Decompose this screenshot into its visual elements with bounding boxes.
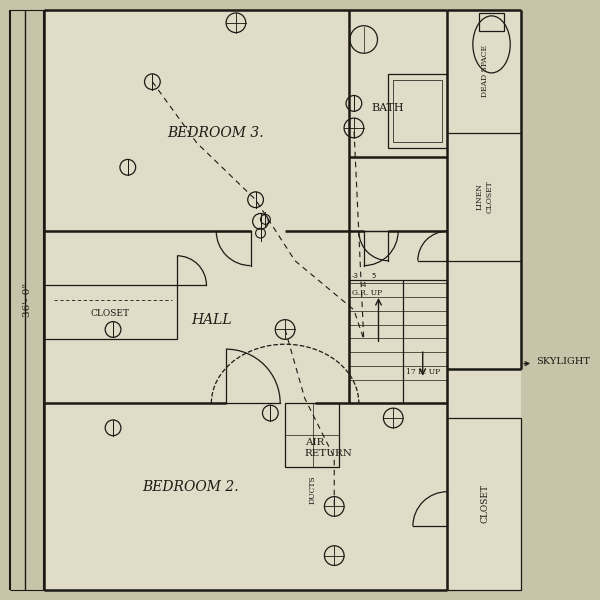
- Text: SKYLIGHT: SKYLIGHT: [524, 357, 590, 366]
- Text: CLOSET: CLOSET: [480, 484, 489, 523]
- Text: DUCTS: DUCTS: [308, 475, 317, 504]
- Text: BEDROOM 2.: BEDROOM 2.: [143, 480, 239, 494]
- Text: HALL: HALL: [192, 313, 232, 326]
- Text: 36'- 0": 36'- 0": [23, 283, 32, 317]
- Bar: [349, 280, 448, 403]
- Text: CLOSET: CLOSET: [91, 309, 130, 318]
- Text: 4: 4: [362, 282, 366, 288]
- Text: G.R. UP: G.R. UP: [352, 289, 382, 297]
- Bar: [388, 74, 448, 148]
- Bar: [448, 418, 521, 590]
- Text: AIR
RETURN: AIR RETURN: [305, 437, 353, 458]
- Text: -3: -3: [352, 274, 359, 280]
- Text: BEDROOM 3.: BEDROOM 3.: [167, 126, 264, 140]
- Text: DEAD SPACE: DEAD SPACE: [481, 45, 488, 97]
- Text: 5: 5: [371, 274, 376, 280]
- Bar: [479, 13, 505, 31]
- Bar: [44, 285, 177, 340]
- Text: LINEN
CLOSET: LINEN CLOSET: [476, 181, 493, 213]
- Text: BATH: BATH: [371, 103, 404, 113]
- Bar: [393, 80, 442, 142]
- Bar: [44, 10, 521, 590]
- Bar: [285, 403, 339, 467]
- Text: 17 R. UP: 17 R. UP: [406, 368, 440, 376]
